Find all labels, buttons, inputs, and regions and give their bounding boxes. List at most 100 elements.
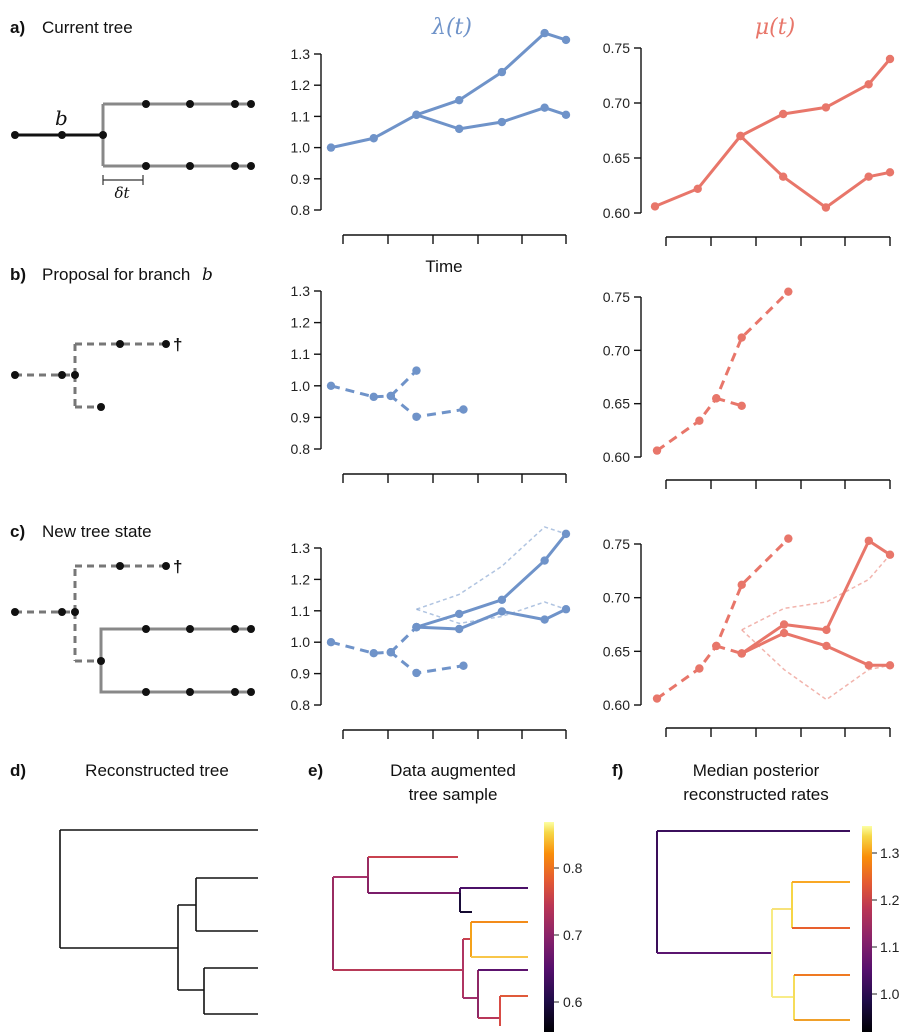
colorbar-f-tick-1: 1.2 xyxy=(880,892,900,908)
y-tick-label: 1.0 xyxy=(291,378,311,394)
series-line-solid xyxy=(654,58,892,208)
y-tick-label: 1.0 xyxy=(291,140,311,156)
data-point xyxy=(454,624,464,634)
row-b-title: Proposal for branch xyxy=(42,265,190,284)
y-tick-label: 0.60 xyxy=(603,697,630,713)
data-point xyxy=(386,391,396,401)
y-tick-label: 0.75 xyxy=(603,536,630,552)
row-a-letter: a) xyxy=(10,18,25,37)
y-tick-label: 1.2 xyxy=(291,571,311,587)
chart-b-lambda: 0.8 0.9 1.0 1.1 1.2 1.3 xyxy=(291,283,567,483)
data-point xyxy=(561,35,571,45)
y-tick-label: 1.2 xyxy=(291,315,311,331)
series-line-dashed xyxy=(656,537,790,700)
y-tick-label: 0.8 xyxy=(291,697,311,713)
chart-a-lambda: 0.8 0.9 1.0 1.1 1.2 1.3 xyxy=(291,28,571,244)
data-point xyxy=(779,628,789,638)
data-point xyxy=(737,401,746,410)
y-tick-label: 1.1 xyxy=(291,346,311,362)
y-tick-label: 0.70 xyxy=(603,95,630,111)
data-point xyxy=(821,103,831,112)
data-point xyxy=(737,649,746,658)
row-c-letter: c) xyxy=(10,522,25,541)
data-point xyxy=(736,131,745,141)
y-tick-label: 1.3 xyxy=(291,540,311,556)
y-tick-label: 0.75 xyxy=(603,289,630,305)
median-posterior-tree xyxy=(656,830,850,1021)
extinction-dagger-b: † xyxy=(173,335,182,354)
data-point xyxy=(540,28,549,38)
data-point xyxy=(412,412,421,421)
data-point xyxy=(497,607,507,616)
data-point xyxy=(822,625,831,635)
panel-e-title-2: tree sample xyxy=(409,785,498,804)
data-point xyxy=(864,536,874,545)
data-point xyxy=(540,615,549,624)
data-point xyxy=(712,641,721,651)
y-tick-label: 0.60 xyxy=(603,449,630,465)
data-point xyxy=(885,661,895,670)
data-point xyxy=(369,648,378,658)
chart-b-mu: 0.60 0.65 0.70 0.75 xyxy=(603,287,891,489)
data-point xyxy=(454,95,464,105)
y-tick-label: 1.0 xyxy=(291,634,311,650)
data-point xyxy=(454,609,464,619)
row-c-title: New tree state xyxy=(42,522,152,541)
y-tick-label: 0.65 xyxy=(603,396,630,412)
data-point xyxy=(885,550,895,559)
y-tick-label: 0.9 xyxy=(291,409,311,425)
augmented-tree xyxy=(332,856,528,1026)
data-point xyxy=(784,287,793,296)
panel-e-title-1: Data augmented xyxy=(390,761,516,780)
data-point xyxy=(412,668,421,678)
chart-c-mu: 0.60 0.65 0.70 0.75 xyxy=(603,534,895,737)
y-tick-label: 0.8 xyxy=(291,441,311,457)
series-line-solid xyxy=(740,539,891,655)
y-tick-label: 0.75 xyxy=(603,40,630,56)
y-tick-label: 0.60 xyxy=(603,205,630,221)
panel-d-title: Reconstructed tree xyxy=(85,761,229,780)
y-tick-label: 1.2 xyxy=(291,77,311,93)
series-line-dashed xyxy=(389,626,418,654)
data-point xyxy=(885,168,895,177)
data-point xyxy=(326,143,336,152)
tree-c: † xyxy=(11,557,255,696)
data-point xyxy=(695,416,704,425)
y-tick-label: 0.8 xyxy=(291,202,311,218)
data-point xyxy=(822,641,831,651)
y-tick-label: 0.70 xyxy=(603,342,630,358)
chart-a-mu: 0.60 0.65 0.70 0.75 xyxy=(603,40,895,246)
y-tick-label: 0.9 xyxy=(291,171,311,187)
series-line-solid xyxy=(739,134,891,209)
colorbar-f-tick-3: 1.0 xyxy=(880,986,900,1002)
lambda-header: λ(t) xyxy=(431,15,472,40)
data-point xyxy=(497,67,507,77)
y-tick-label: 1.1 xyxy=(291,603,311,619)
panel-f-title-1: Median posterior xyxy=(693,761,820,780)
colorbar-e-tick-2: 0.6 xyxy=(563,994,583,1010)
data-point xyxy=(784,534,793,543)
series-line-solid xyxy=(330,31,567,150)
y-tick-label: 1.1 xyxy=(291,108,311,124)
colorbar-e xyxy=(544,822,554,1032)
data-point xyxy=(540,103,549,112)
data-point xyxy=(885,54,895,64)
dt-label: δt xyxy=(114,184,130,202)
data-point xyxy=(561,529,571,539)
row-b-title-var: b xyxy=(202,265,213,285)
colorbar-f-tick-2: 1.1 xyxy=(880,939,900,955)
tree-a: b δt xyxy=(11,100,255,202)
data-point xyxy=(459,405,468,414)
row-a-title: Current tree xyxy=(42,18,133,37)
data-point xyxy=(737,333,746,342)
y-tick-label: 0.9 xyxy=(291,666,311,682)
chart-c-lambda: 0.8 0.9 1.0 1.1 1.2 1.3 xyxy=(291,526,571,739)
y-tick-label: 0.65 xyxy=(603,150,630,166)
data-point xyxy=(695,664,704,673)
y-tick-label: 0.70 xyxy=(603,590,630,606)
data-point xyxy=(652,694,662,703)
data-point xyxy=(779,620,789,629)
data-point xyxy=(369,392,378,402)
data-point xyxy=(326,638,336,647)
panel-f-letter: f) xyxy=(612,761,623,780)
